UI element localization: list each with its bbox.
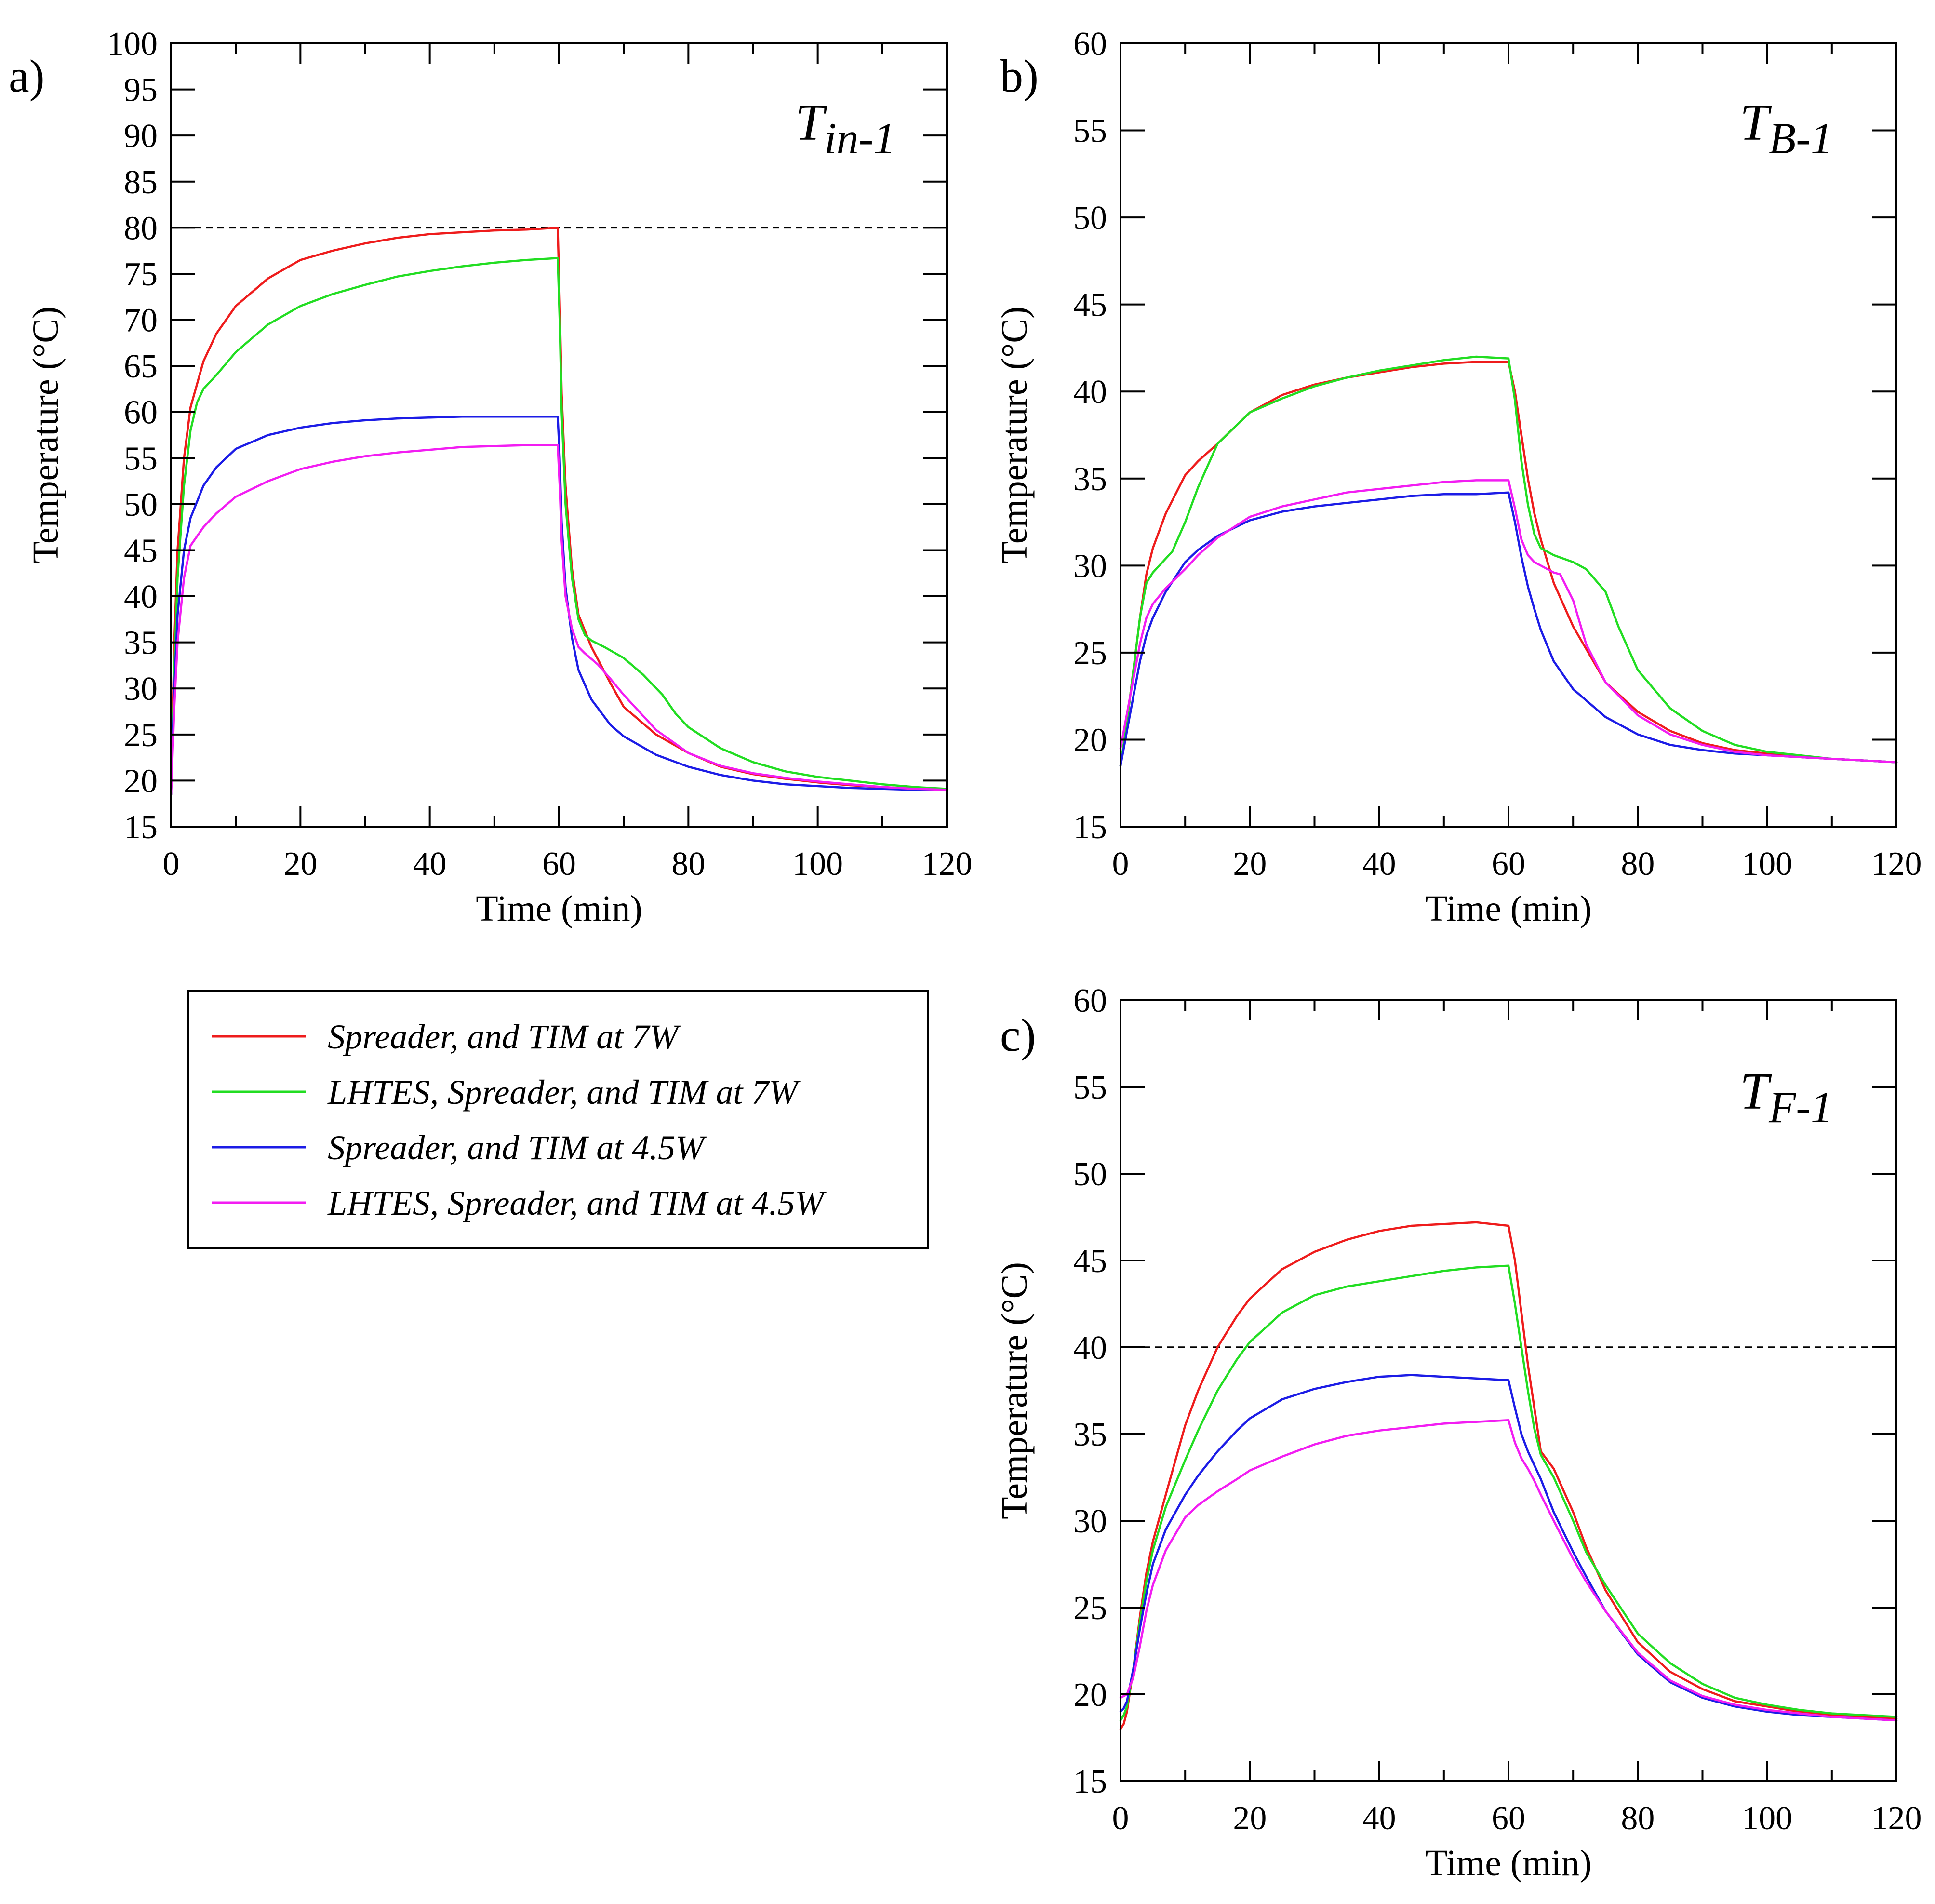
panel-c-series-0-line [1119,1221,1898,1730]
panel-c-x-tick-label: 120 [1871,1800,1922,1837]
panel-c-title-main: T [1740,1063,1772,1120]
panel-c-title-sub: F-1 [1768,1083,1833,1132]
panel-b-title: TB-1 [1740,94,1833,163]
panel-a-series-3-line [170,444,948,796]
panel-b-x-axis-title: Time (min) [1425,888,1592,929]
panel-b-y-tick-label: 30 [1073,548,1107,585]
panel-a-x-tick-label: 100 [792,845,843,883]
panel-c-x-tick-label: 100 [1742,1800,1792,1837]
panel-b-y-tick-label: 15 [1073,809,1107,846]
panel-c-y-tick-label: 25 [1073,1590,1107,1627]
panel-a-y-tick-label: 30 [124,670,158,708]
panel-b-y-tick-label: 45 [1073,287,1107,324]
panel-c-y-tick-label: 15 [1073,1763,1107,1800]
panel-b-y-tick-label: 35 [1073,461,1107,498]
panel-c-series-2-line [1119,1374,1898,1722]
panel-a-label: a) [9,50,45,102]
panel-a-x-axis-title: Time (min) [476,888,642,929]
panel-a-x-tick-label: 20 [283,845,317,883]
panel-c-y-axis-title: Temperature (°C) [994,1262,1035,1519]
panel-a-y-tick-label: 90 [124,118,158,155]
panel-a-title: Tin-1 [795,94,895,163]
panel-c-chart: 0 20 40 60 80 100 120 15 20 25 30 35 40 45 50 55 60 Time … [994,982,1922,1883]
panel-c-y-tick-label: 50 [1073,1156,1107,1193]
panel-b-title-main: T [1740,94,1772,151]
panel-a-y-tick-label: 70 [124,302,158,339]
panel-c-x-tick-label: 0 [1112,1800,1129,1837]
panel-b-label: b) [1000,50,1039,102]
panel-a-title-sub: in-1 [824,114,895,163]
panel-a-x-tick-label: 80 [671,845,705,883]
panel-c-title: TF-1 [1740,1063,1833,1132]
panel-a-y-tick-label: 95 [124,72,158,109]
panel-b-x-tick-label: 80 [1621,845,1655,883]
panel-c-label: c) [1000,1009,1036,1061]
panel-c-x-tick-label: 60 [1492,1800,1525,1837]
legend-label-3: LHTES, Spreader, and TIM at 4.5W [327,1184,827,1222]
panel-a-chart: 0 20 40 60 80 100 120 15 20 25 30 35 40 45 50 55 60 65 70 7… [9,26,973,929]
panel-b-x-tick-label: 20 [1233,845,1267,883]
legend-box [187,990,929,1249]
panel-a-y-tick-label: 65 [124,348,158,385]
panel-b-x-tick-label: 0 [1112,845,1129,883]
panel-c-x-tick-label: 40 [1362,1800,1396,1837]
panel-c-y-tick-label: 20 [1073,1676,1107,1714]
legend-label-2: Spreader, and TIM at 4.5W [328,1128,707,1167]
panel-b-y-tick-label: 60 [1073,26,1107,63]
panel-a-y-tick-label: 75 [124,256,158,293]
panel-a-x-tick-label: 120 [922,845,973,883]
panel-b-x-tick-label: 60 [1492,845,1525,883]
panel-b-y-tick-label: 20 [1073,722,1107,759]
panel-c-x-tick-label: 20 [1233,1800,1267,1837]
panel-b-y-tick-label: 55 [1073,113,1107,150]
panel-a-y-tick-label: 40 [124,578,158,616]
panel-a-y-tick-label: 85 [124,164,158,201]
panel-b-y-tick-label: 50 [1073,200,1107,237]
panel-a-y-tick-label: 15 [124,809,158,846]
panel-a-y-tick-label: 55 [124,440,158,477]
panel-c-y-tick-label: 55 [1073,1069,1107,1106]
panel-b-title-sub: B-1 [1769,114,1833,163]
panel-c-x-axis-title: Time (min) [1425,1843,1592,1883]
panel-a-y-tick-label: 80 [124,210,158,247]
panel-a-y-tick-label: 100 [107,26,158,63]
panel-b-series-1-line [1119,355,1898,767]
panel-c-x-tick-label: 80 [1621,1800,1655,1837]
panel-a-title-main: T [795,94,827,151]
panel-a-x-tick-label: 40 [413,845,447,883]
panel-a-x-tick-label: 0 [163,845,180,883]
panel-a-y-tick-label: 25 [124,717,158,754]
panel-c-y-tick-label: 40 [1073,1329,1107,1367]
panel-c-series-1-line [1119,1264,1898,1722]
panel-a-y-tick-label: 50 [124,486,158,523]
panel-b-series-3-line [1119,479,1898,764]
panel-b-series-0-line [1119,361,1898,767]
panel-a-y-axis-title: Temperature (°C) [26,307,66,564]
panel-b-series-2-line [1119,491,1898,767]
legend: Spreader, and TIM at 7W LHTES, Spreader,… [187,990,929,1249]
panel-c-series-3-line [1119,1419,1898,1722]
panel-b-x-tick-label: 40 [1362,845,1396,883]
legend-label-1: LHTES, Spreader, and TIM at 7W [327,1073,801,1112]
panel-a-y-tick-label: 35 [124,625,158,662]
panel-a-y-tick-label: 45 [124,532,158,569]
panel-a-series-1-line [170,257,948,796]
panel-a-y-tick-label: 20 [124,763,158,800]
panel-b-x-tick-label: 100 [1742,845,1792,883]
panel-b-y-tick-label: 40 [1073,374,1107,411]
legend-label-0: Spreader, and TIM at 7W [328,1018,681,1056]
panel-a-y-tick-label: 60 [124,394,158,431]
panel-c-y-tick-label: 30 [1073,1503,1107,1540]
panel-c-y-tick-label: 35 [1073,1416,1107,1453]
panel-a-series-2-line [170,416,948,796]
panel-a-x-tick-label: 60 [542,845,576,883]
panel-b-y-axis-title: Temperature (°C) [994,307,1035,564]
panel-c-y-tick-label: 45 [1073,1243,1107,1280]
panel-b-y-tick-label: 25 [1073,635,1107,672]
panel-b-x-tick-label: 120 [1871,845,1922,883]
panel-b-chart: 0 20 40 60 80 100 120 15 20 25 30 35 40 45 50 55 60 Time … [994,26,1922,929]
panel-c-y-tick-label: 60 [1073,982,1107,1019]
